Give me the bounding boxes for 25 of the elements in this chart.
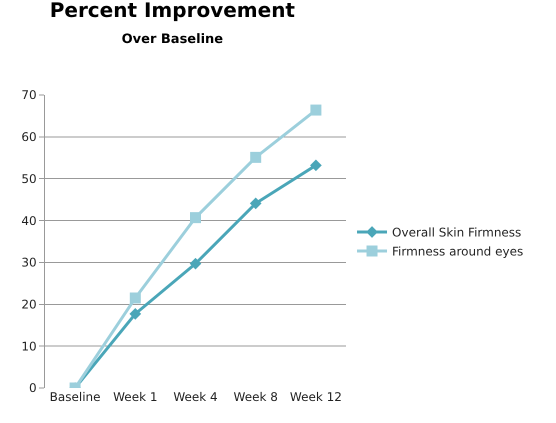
x-tick-label: Week 12 [290,390,342,404]
legend-label: Firmness around eyes [392,244,524,259]
point [250,198,262,210]
point [190,258,202,270]
x-tick-label: Week 1 [113,390,158,404]
y-tick-label: 70 [21,88,37,102]
point [310,159,322,172]
x-tick-label: Week 4 [173,390,218,404]
chart-title: Percent Improvement [50,0,296,22]
y-tick-label: 50 [21,172,37,186]
x-tick-label: Baseline [50,390,101,404]
y-tick-label: 10 [21,339,37,354]
chart-subtitle: Over Baseline [122,32,224,47]
point [129,308,142,320]
x-tick-label: Week 8 [234,390,278,404]
point [190,212,201,224]
point [250,152,262,163]
y-tick-label: 20 [21,297,37,312]
y-tick-label: 40 [21,214,37,228]
point [310,104,322,116]
y-tick-label: 60 [21,130,37,144]
legend-label: Overall Skin Firmness [392,226,522,240]
y-tick-label: 30 [21,256,37,270]
y-tick-label: 0 [28,381,37,396]
point [130,292,141,304]
